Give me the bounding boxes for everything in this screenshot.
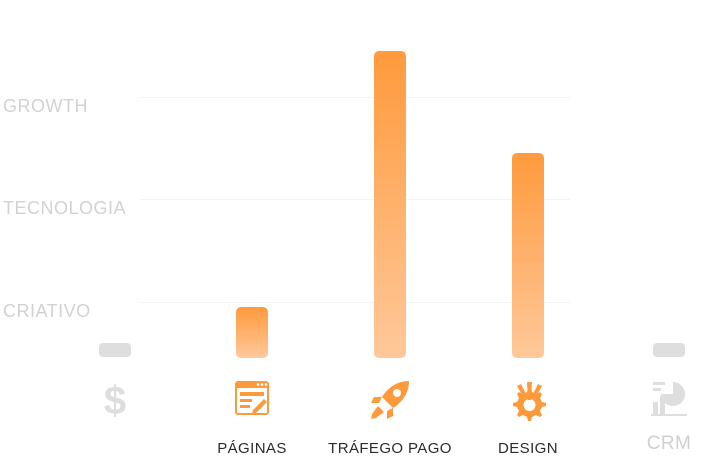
- level-label-criativo: CRIATIVO: [3, 301, 91, 321]
- bar-p-ginas: [236, 306, 268, 358]
- dollar-icon: $: [101, 379, 129, 425]
- category-label-crm: CRM: [646, 433, 692, 454]
- category-label-tr-fego-pago: TRÁFEGO PAGO: [328, 440, 452, 457]
- category-label-design: DESIGN: [498, 440, 558, 457]
- bar-stub-crm: [653, 343, 685, 357]
- level-label-growth: GROWTH: [3, 96, 88, 116]
- svg-text:$: $: [104, 380, 126, 420]
- bar-stub-empty: [99, 343, 131, 357]
- rocket-icon: [368, 378, 412, 427]
- crm-chart-icon: [651, 380, 687, 421]
- bar-tr-fego-pago: [374, 50, 406, 358]
- grid-line-tecnologia: [140, 199, 570, 200]
- web-page-edit-icon: [234, 380, 270, 421]
- bar-design: [512, 153, 544, 358]
- category-label-p-ginas: PÁGINAS: [217, 440, 287, 457]
- level-label-tecnologia: TECNOLOGIA: [3, 198, 127, 218]
- grid-line-growth: [140, 97, 570, 98]
- design-gear-icon: [507, 380, 549, 427]
- grid-line-criativo: [140, 302, 570, 303]
